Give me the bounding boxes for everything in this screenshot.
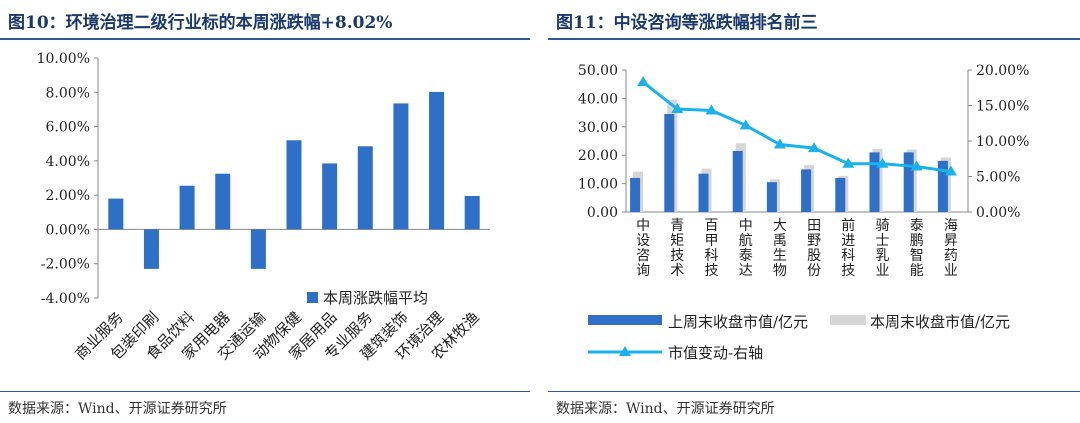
- right-y2-tick-label: 10.00%: [976, 134, 1029, 150]
- right-y2-tick-label: 20.00%: [976, 63, 1029, 79]
- right-y2-tick-label: 0.00%: [976, 205, 1020, 221]
- left-source-note: 数据来源：Wind、开源证券研究所: [8, 401, 227, 417]
- right-y-tick-label: 10.00: [578, 177, 618, 193]
- right-line-series: [642, 80, 952, 174]
- right-combo-chart: 0.00 10.00 20.00 30.00 40.00 50.00 0.00% 5.00% 1…: [578, 63, 1029, 362]
- left-y-tick-label: 10.00%: [37, 51, 90, 67]
- left-legend-swatch: [307, 292, 318, 303]
- right-category-label: 中设咨询: [636, 218, 650, 279]
- right-bar-last-week: [801, 169, 812, 212]
- right-category-label: 海昇药业: [944, 218, 958, 279]
- right-bar-last-week: [698, 173, 709, 212]
- right-line-marker: [739, 119, 752, 130]
- right-bar-last-week: [869, 152, 880, 212]
- left-legend-label: 本周涨跌幅平均: [323, 289, 428, 307]
- right-bar-last-week: [664, 114, 675, 212]
- right-legend-label-line: 市值变动-右轴: [668, 344, 763, 362]
- left-y-tick-label: 4.00%: [46, 154, 90, 170]
- right-line-marker: [808, 142, 821, 153]
- right-category-label: 大禹生物: [773, 218, 787, 279]
- right-y-tick-label: 40.00: [578, 91, 618, 107]
- right-legend-label-last-week: 上周末收盘市值/亿元: [668, 313, 808, 331]
- right-legend-marker: [619, 346, 631, 356]
- right-y-tick-label: 0.00: [587, 205, 618, 221]
- right-y2-tick-label: 5.00%: [976, 170, 1020, 186]
- right-y-tick-label: 20.00: [578, 148, 618, 164]
- right-title-rule: [548, 38, 1080, 40]
- left-bar: [108, 198, 124, 230]
- left-y-tick-label: 8.00%: [46, 85, 90, 101]
- right-y2-tick-label: 15.00%: [976, 99, 1029, 115]
- left-y-tick-label: -4.00%: [41, 291, 90, 307]
- left-title-rule: [0, 38, 530, 40]
- right-category-label: 泰鹏智能: [910, 218, 924, 279]
- right-line-marker: [705, 104, 718, 115]
- right-y-tick-label: 30.00: [578, 120, 618, 136]
- left-source-rule: [0, 391, 530, 392]
- right-line-marker: [876, 157, 889, 168]
- right-y-tick-label: 50.00: [578, 63, 618, 79]
- right-bar-last-week: [937, 160, 948, 212]
- left-bar: [143, 229, 159, 269]
- left-y-tick-label: 2.00%: [46, 188, 90, 204]
- right-legend-label-this-week: 本周末收盘市值/亿元: [870, 313, 1010, 331]
- right-line-marker: [671, 103, 684, 114]
- right-category-label: 中航泰达: [739, 218, 753, 279]
- right-source-rule: [548, 391, 1080, 392]
- right-line-marker: [944, 165, 957, 176]
- left-bar: [322, 163, 338, 230]
- right-category-label: 百甲科技: [705, 218, 719, 279]
- left-bar-chart: -4.00% -2.00% 0.00% 2.00% 4.00% 6.00% 8.00% 10.…: [37, 51, 490, 363]
- left-bar: [357, 146, 373, 230]
- right-bar-last-week: [835, 177, 846, 212]
- right-bar-last-week: [766, 182, 777, 212]
- left-bar: [393, 103, 409, 230]
- right-category-label: 骑士乳业: [876, 218, 890, 279]
- right-bar-last-week: [903, 152, 914, 212]
- right-line-marker: [842, 157, 855, 168]
- right-source-note: 数据来源：Wind、开源证券研究所: [556, 401, 775, 417]
- right-category-label: 田野股份: [807, 218, 821, 279]
- right-line-marker: [910, 160, 923, 171]
- left-bar: [464, 196, 480, 230]
- left-bar: [429, 91, 445, 230]
- right-legend-swatch-this-week: [830, 315, 866, 325]
- left-y-tick-label: 6.00%: [46, 120, 90, 136]
- left-y-tick-label: 0.00%: [46, 222, 90, 238]
- right-legend-swatch-last-week: [588, 315, 662, 325]
- left-y-tick-label: -2.00%: [41, 257, 90, 273]
- left-bar: [250, 229, 266, 269]
- left-bar: [286, 140, 302, 230]
- left-bar: [215, 173, 231, 230]
- right-category-label: 青矩技术: [670, 218, 684, 279]
- left-figure-title: 图10：环境治理二级行业标的本周涨跌幅+8.02%: [8, 13, 393, 33]
- right-bar-last-week: [732, 150, 743, 212]
- right-figure-panel: 图11：中设咨询等涨跌幅排名前三 0.00 10.00 20.00 30.00 40.0…: [548, 0, 1080, 423]
- right-line-marker: [637, 76, 650, 87]
- left-figure-panel: 图10：环境治理二级行业标的本周涨跌幅+8.02% -4.00% -2.00% 0.…: [0, 0, 530, 423]
- left-bar: [179, 185, 195, 230]
- right-bar-last-week: [630, 177, 641, 212]
- right-figure-title: 图11：中设咨询等涨跌幅排名前三: [556, 13, 818, 33]
- right-line-marker: [773, 138, 786, 149]
- right-category-label: 前进科技: [841, 217, 855, 279]
